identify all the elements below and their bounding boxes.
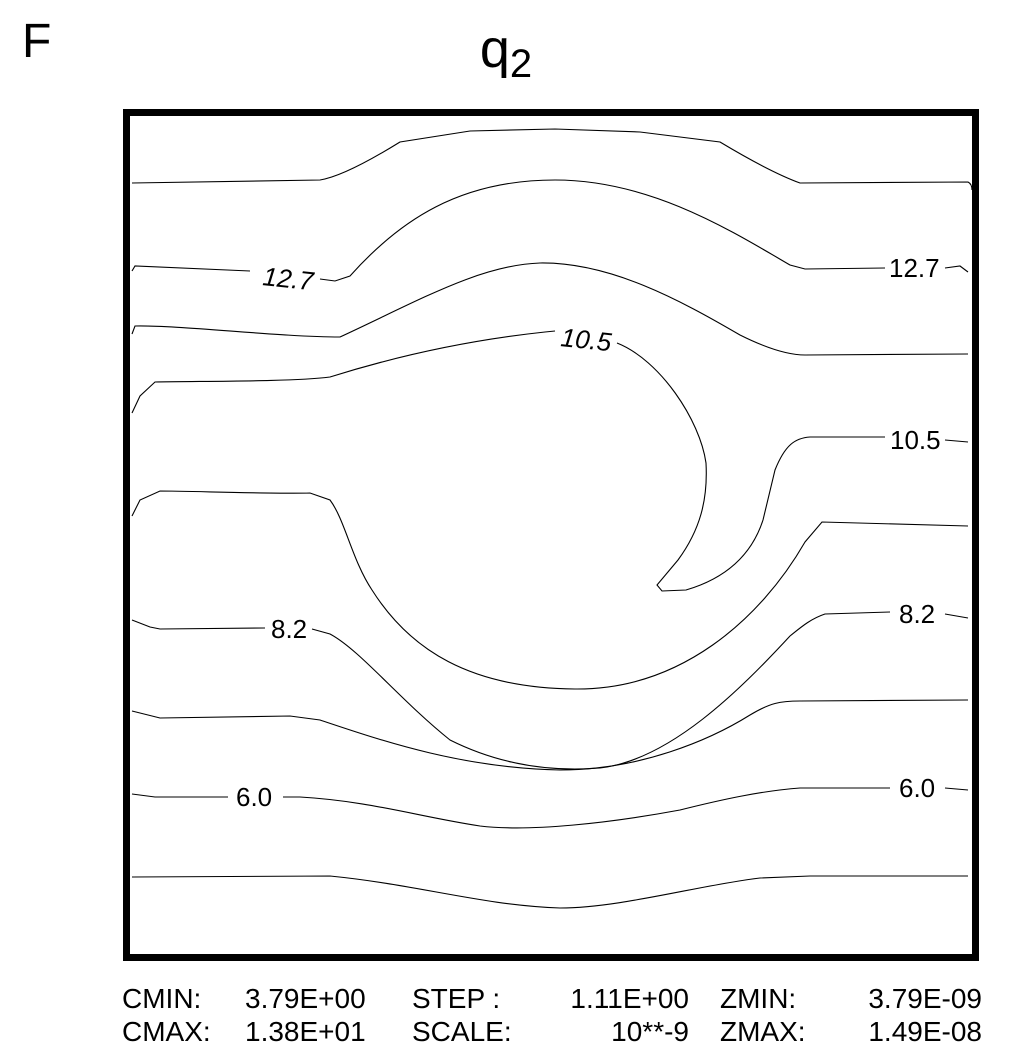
contour-stats-footer: CMIN: 3.79E+00 STEP : 1.11E+00 ZMIN: 3.7… [122, 982, 982, 1048]
contour-line [131, 490, 969, 690]
contour-line [131, 128, 973, 191]
cmin-label: CMIN: [122, 983, 202, 1014]
zmin-label: ZMIN: [720, 983, 797, 1014]
title-main: q [479, 19, 510, 79]
panel-letter: F [22, 15, 52, 68]
contour-label: 6.0 [236, 782, 272, 812]
cmax-label: CMAX: [122, 1016, 211, 1047]
chart-title: q2 [0, 19, 1012, 84]
contour-line [131, 330, 969, 592]
zmax-value: 1.49E-08 [868, 1016, 982, 1047]
contour-line [131, 179, 969, 282]
title-subscript: 2 [509, 42, 533, 86]
contour-line [131, 875, 968, 909]
contour-label: 10.5 [559, 322, 613, 357]
step-label: STEP : [412, 983, 501, 1014]
cmin-value: 3.79E+00 [245, 983, 366, 1014]
plot-frame [123, 109, 979, 961]
contour-label: 10.5 [890, 425, 941, 455]
contour-plot: 12.7 12.7 10.5 10.5 8.2 8.2 6.0 6.0 [123, 109, 979, 961]
contour-label: 12.7 [889, 253, 940, 283]
contour-label: 8.2 [899, 599, 935, 629]
contour-line [131, 699, 969, 771]
scale-value: 10**-9 [611, 1016, 689, 1047]
contour-line [131, 787, 969, 829]
contour-lines [131, 128, 973, 909]
contour-label: 8.2 [271, 614, 307, 644]
footer-row-min: CMIN: 3.79E+00 STEP : 1.11E+00 ZMIN: 3.7… [122, 982, 982, 1015]
contour-labels: 12.7 12.7 10.5 10.5 8.2 8.2 6.0 6.0 [236, 253, 941, 812]
contour-label: 12.7 [261, 261, 316, 296]
contour-label: 6.0 [899, 773, 935, 803]
zmin-value: 3.79E-09 [868, 983, 982, 1014]
contour-line [131, 611, 969, 770]
cmax-value: 1.38E+01 [245, 1016, 366, 1047]
contour-line [131, 262, 969, 356]
scale-label: SCALE: [412, 1016, 512, 1047]
step-value: 1.11E+00 [570, 983, 689, 1014]
footer-row-max: CMAX: 1.38E+01 SCALE: 10**-9 ZMAX: 1.49E… [122, 1015, 982, 1048]
zmax-label: ZMAX: [720, 1016, 806, 1047]
